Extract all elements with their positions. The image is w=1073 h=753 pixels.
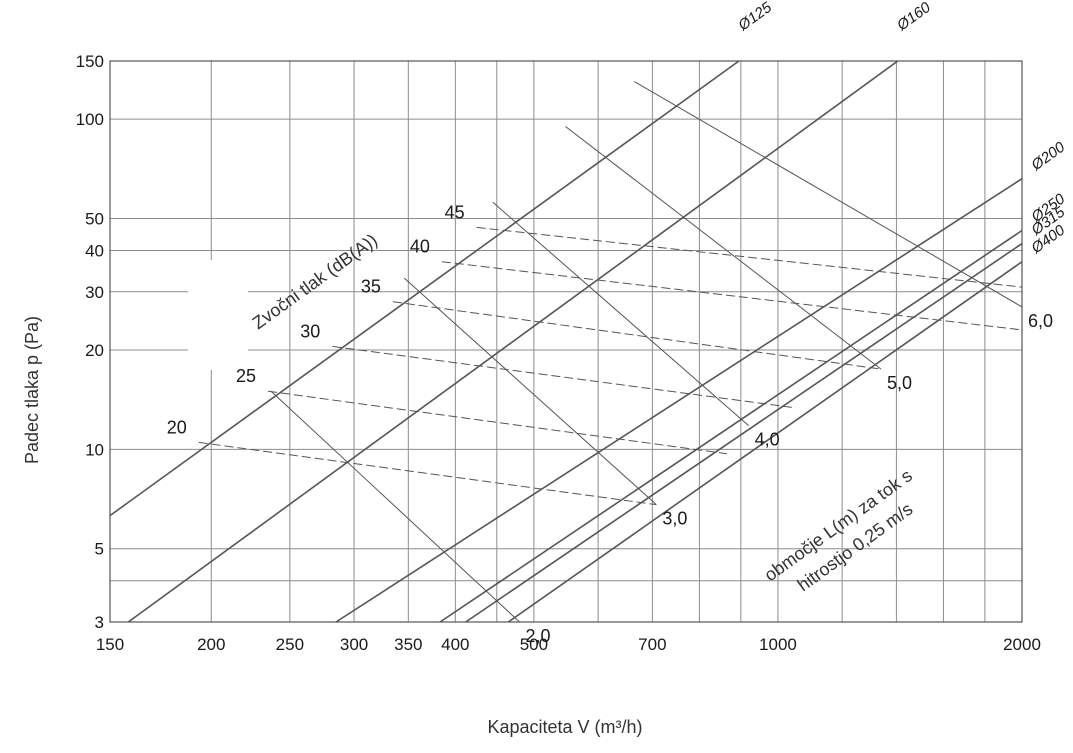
y-tick-label-30: 30 (85, 283, 104, 302)
x-tick-label-2000: 2000 (1003, 635, 1041, 654)
y-tick-label-3: 3 (95, 613, 104, 632)
y-tick-label-20: 20 (85, 341, 104, 360)
sound-label-30: 30 (300, 321, 320, 341)
sound-title-background (188, 260, 248, 370)
y-tick-label-100: 100 (76, 110, 104, 129)
length-label-6-0: 6,0 (1028, 311, 1053, 331)
y-axis-title: Padec tlaka p (Pa) (22, 316, 42, 464)
duct-line-315 (465, 242, 1023, 623)
grid-layer (109, 60, 1023, 623)
x-axis-title: Kapaciteta V (m³/h) (487, 717, 642, 737)
duct-label-125: Ø125 (734, 0, 775, 35)
sound-label-25: 25 (236, 366, 256, 386)
y-tick-label-5: 5 (95, 540, 104, 559)
sound-line-45 (476, 226, 1023, 288)
sound-line-30 (332, 345, 792, 408)
x-tick-label-400: 400 (441, 635, 469, 654)
x-tick-label-700: 700 (638, 635, 666, 654)
x-tick-label-300: 300 (340, 635, 368, 654)
sound-line-35 (392, 301, 882, 370)
length-line-5-0 (565, 126, 882, 370)
series-layer (110, 60, 1023, 623)
x-tick-label-500: 500 (520, 635, 548, 654)
length-line-2-0 (270, 390, 520, 623)
sound-line-25 (268, 390, 727, 455)
length-line-6-0 (634, 81, 1023, 308)
x-tick-label-200: 200 (197, 635, 225, 654)
sound-label-45: 45 (445, 202, 465, 222)
length-label-3-0: 3,0 (662, 509, 687, 529)
length-label-5-0: 5,0 (887, 373, 912, 393)
length-label-2-0: 2,0 (526, 626, 551, 646)
length-label-4-0: 4,0 (755, 430, 780, 450)
length-line-4-0 (492, 201, 749, 426)
length-line-3-0 (403, 277, 657, 506)
label-layer: 150 200 250 300 350 400 500 700 1000 200035102030… (76, 0, 1069, 654)
clipped-series (110, 60, 1023, 623)
x-tick-label-250: 250 (276, 635, 304, 654)
duct-line-250 (439, 229, 1023, 623)
duct-label-160: Ø160 (893, 0, 934, 35)
sound-label-40: 40 (410, 237, 430, 257)
plot-frame (109, 60, 1023, 623)
y-tick-label-40: 40 (85, 242, 104, 261)
y-tick-label-150: 150 (76, 52, 104, 71)
sound-label-35: 35 (361, 277, 381, 297)
y-tick-label-10: 10 (85, 440, 104, 459)
y-tick-label-50: 50 (85, 210, 104, 229)
duct-label-200: Ø200 (1028, 138, 1069, 174)
x-tick-label-150: 150 (96, 635, 124, 654)
duct-line-200 (335, 178, 1023, 623)
x-tick-label-350: 350 (394, 635, 422, 654)
duct-line-125 (110, 60, 740, 517)
x-tick-label-1000: 1000 (759, 635, 797, 654)
sound-label-20: 20 (167, 417, 187, 437)
duct-line-400 (507, 261, 1023, 623)
sound-line-20 (198, 441, 657, 506)
duct-line-160 (127, 60, 899, 623)
sound-line-40 (441, 261, 1023, 331)
